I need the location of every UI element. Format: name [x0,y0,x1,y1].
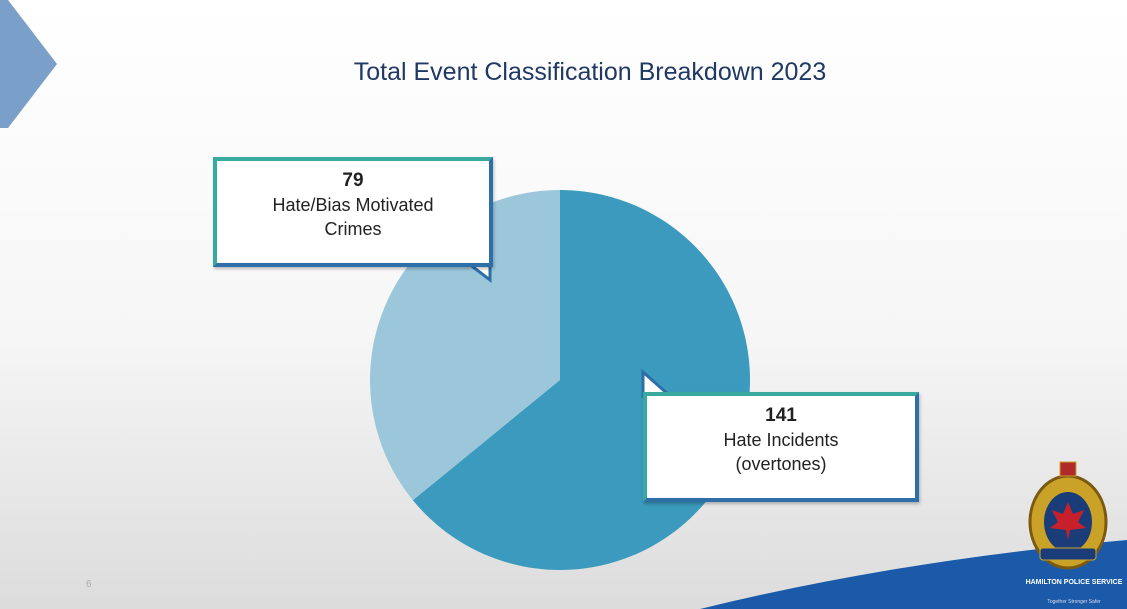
chart-title: Total Event Classification Breakdown 202… [353,58,827,86]
page-number: 6 [86,579,92,590]
logo-name: HAMILTON POLICE SERVICE [1025,579,1123,586]
category-label: Hate/Bias Motivated Crimes [272,195,434,239]
logo-motto: Together Stronger Safer [1047,599,1101,605]
swoosh [700,540,1127,609]
category-label: Hate Incidents (overtones) [723,430,839,474]
callout: 141 Hate Incidents (overtones) [643,392,919,502]
data-label: 79 [342,170,364,191]
data-label: 141 [765,405,797,426]
logo-badge [1028,461,1108,570]
callout: 79 Hate/Bias Motivated Crimes [213,157,493,267]
pie-slice [369,190,560,501]
corner-arrow [0,0,57,128]
